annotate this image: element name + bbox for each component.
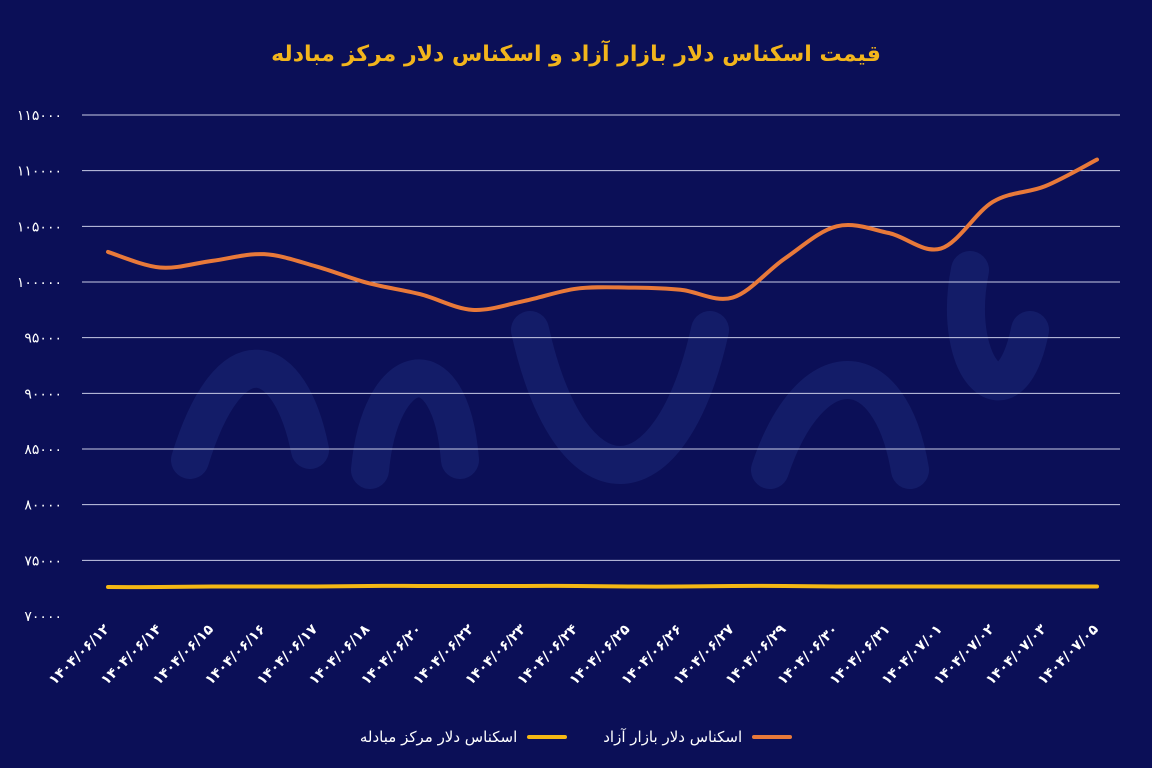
y-tick-label: ۷۵۰۰۰ [24,553,62,569]
watermark-logo [171,251,1049,489]
legend-swatch-exchange-center [527,735,568,739]
y-tick-label: ۱۰۵۰۰۰ [17,219,62,235]
y-tick-label: ۷۰۰۰۰ [24,609,62,625]
y-tick-label: ۸۰۰۰۰ [24,498,62,514]
series-line-free-market [106,157,1099,312]
y-tick-label: ۹۵۰۰۰ [24,331,62,347]
legend-item-exchange-center: اسکناس دلار مرکز مبادله [359,728,568,746]
legend-label-free-market: اسکناس دلار بازار آزاد [603,728,743,746]
y-tick-label: ۱۰۰۰۰۰ [17,275,62,291]
legend-label-exchange-center: اسکناس دلار مرکز مبادله [359,728,518,746]
y-tick-label: ۱۱۵۰۰۰ [17,108,62,124]
y-tick-label: ۱۱۰۰۰۰ [17,164,62,180]
legend-swatch-free-market [752,735,793,739]
chart-title: قیمت اسکناس دلار بازار آزاد و اسکناس دلا… [271,42,881,67]
legend: اسکناس دلار بازار آزاد اسکناس دلار مرکز … [0,728,1152,746]
y-tick-label: ۹۰۰۰۰ [24,386,62,402]
y-tick-label: ۸۵۰۰۰ [24,442,62,458]
legend-item-free-market: اسکناس دلار بازار آزاد [603,728,793,746]
series-line-exchange-center [106,583,1099,590]
